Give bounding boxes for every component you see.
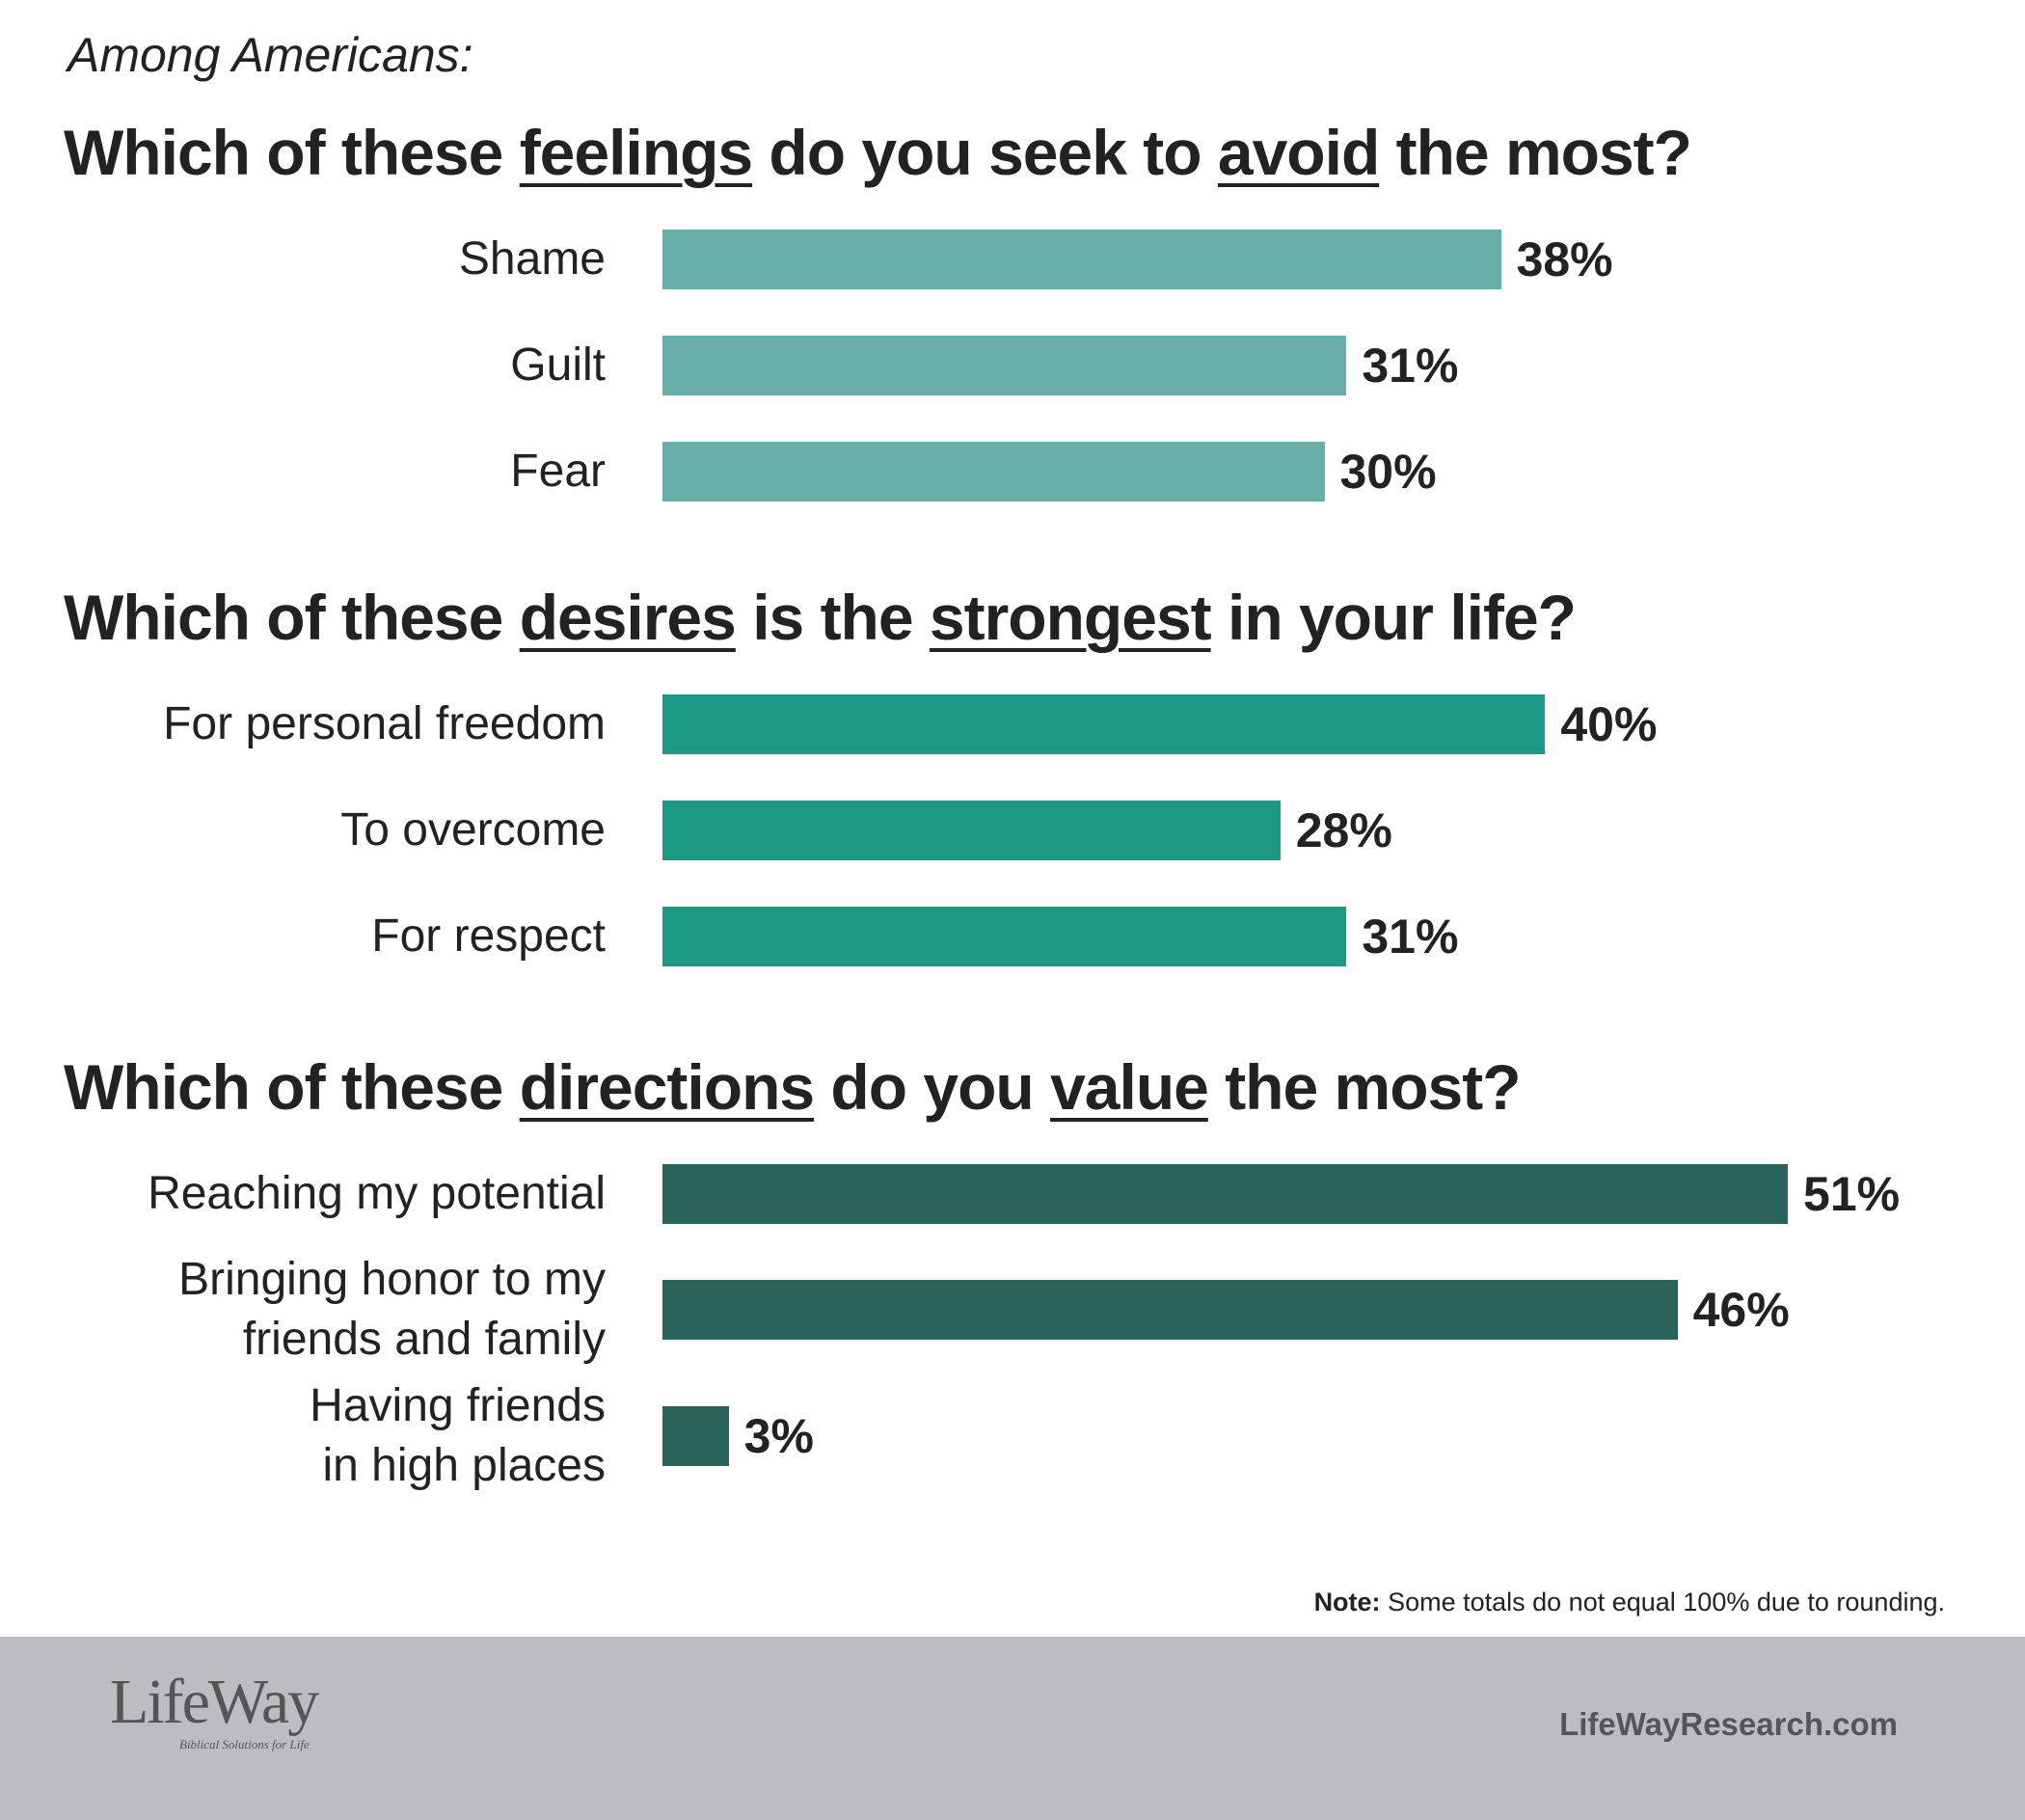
value-label: 38% xyxy=(1516,232,1613,286)
intro: Among Americans: xyxy=(68,28,473,82)
chart: Which of these directions do you value t… xyxy=(64,1037,2002,1497)
value-label: 31% xyxy=(1362,339,1459,393)
title-part: desires xyxy=(519,582,737,653)
category-label: Reaching my potential xyxy=(148,1167,606,1219)
bar xyxy=(662,442,1325,502)
note-text: Some totals do not equal 100% due to rou… xyxy=(1388,1588,1945,1616)
bar-row: Having friends in high places 3% xyxy=(64,1376,2002,1497)
bar xyxy=(662,336,1347,395)
bar-row: Fear 30% xyxy=(64,421,2002,522)
title-part: Which of these xyxy=(64,117,520,188)
bar-row: For personal freedom 40% xyxy=(64,674,2002,774)
value-label: 3% xyxy=(743,1409,814,1464)
chart: Which of these desires is the strongest … xyxy=(64,567,2002,987)
category-label: Bringing honor to my friends and family xyxy=(178,1254,606,1366)
footer: LifeWay Biblical Solutions for Life Life… xyxy=(0,1637,2025,1820)
bar xyxy=(662,230,1501,289)
chart: Which of these feelings do you seek to a… xyxy=(64,102,2002,522)
title-part: the most? xyxy=(1207,1051,1521,1123)
title-part: feelings xyxy=(519,117,753,188)
bar-row: Bringing honor to my friends and family 4… xyxy=(64,1250,2002,1371)
bar xyxy=(662,1280,1678,1341)
url: LifeWayResearch.com xyxy=(1559,1706,1898,1742)
category-label: To overcome xyxy=(340,803,606,856)
category-label: Fear xyxy=(510,445,606,497)
value-label: 46% xyxy=(1692,1283,1790,1338)
title-part: the most? xyxy=(1379,117,1692,188)
title-part: Which of these xyxy=(64,582,520,653)
value-label: 30% xyxy=(1339,445,1437,499)
bar xyxy=(662,694,1546,754)
bar xyxy=(662,907,1347,966)
category-label: Having friends in high places xyxy=(310,1379,606,1492)
title-part: strongest xyxy=(929,582,1212,653)
title-part: Which of these xyxy=(64,1051,520,1123)
bar xyxy=(662,801,1281,860)
title-part: do you xyxy=(814,1051,1051,1123)
chart-title: Which of these desires is the strongest … xyxy=(64,567,2002,668)
bar-row: Guilt 31% xyxy=(64,315,2002,416)
bar-row: For respect 31% xyxy=(64,886,2002,987)
chart-title: Which of these directions do you value t… xyxy=(64,1037,2002,1138)
title-part: value xyxy=(1050,1051,1209,1123)
category-label: For respect xyxy=(371,910,606,962)
bar-row: Shame 38% xyxy=(64,209,2002,310)
tagline: Biblical Solutions for Life xyxy=(179,1737,310,1752)
category-label: Guilt xyxy=(510,339,606,391)
note-label: Note: xyxy=(1313,1588,1381,1616)
value-label: 31% xyxy=(1362,910,1459,964)
category-label: Shame xyxy=(458,232,606,285)
value-label: 28% xyxy=(1295,803,1392,857)
title-part: is the xyxy=(735,582,930,653)
chart-title: Which of these feelings do you seek to a… xyxy=(64,102,2002,204)
title-part: avoid xyxy=(1217,117,1380,188)
title-part: in your life? xyxy=(1210,582,1577,653)
value-label: 40% xyxy=(1560,697,1658,751)
bar-row: Reaching my potential 51% xyxy=(64,1144,2002,1244)
note: Note: Some totals do not equal 100% due … xyxy=(1314,1588,1945,1617)
bar-row: To overcome 28% xyxy=(64,780,2002,881)
bar xyxy=(662,1406,729,1467)
bar xyxy=(662,1164,1789,1224)
title-part: directions xyxy=(519,1051,815,1123)
logo: LifeWay xyxy=(110,1667,319,1737)
category-label: For personal freedom xyxy=(163,697,606,749)
value-label: 51% xyxy=(1803,1167,1901,1221)
title-part: do you seek to xyxy=(752,117,1218,188)
